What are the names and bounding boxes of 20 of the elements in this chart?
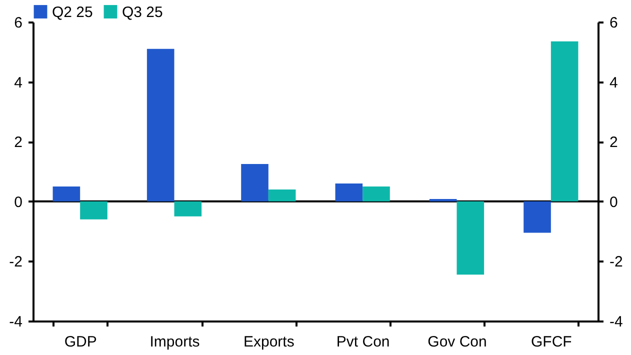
y2-tick-label: -2: [610, 254, 623, 271]
y-tick-label: 2: [14, 134, 22, 152]
x-tick-label: Gov Con: [428, 334, 487, 350]
y-tick-label: -2: [9, 254, 22, 271]
y2-tick-label: -4: [610, 314, 623, 330]
legend-label: Q3 25: [122, 4, 163, 21]
y2-tick-label: 0: [610, 194, 618, 211]
legend-label: Q2 25: [52, 4, 93, 21]
x-tick-label: Imports: [150, 334, 200, 350]
x-tick-label: Pvt Con: [336, 334, 390, 350]
y2-tick-label: 2: [610, 134, 618, 152]
y-tick-label: -4: [9, 314, 22, 330]
y-tick-label: 0: [14, 194, 22, 211]
x-tick-label: GDP: [64, 334, 97, 350]
y2-tick-label: 4: [610, 74, 618, 92]
x-tick-label: Exports: [243, 334, 294, 350]
y-tick-label: 4: [14, 74, 22, 92]
x-tick-label: GFCF: [531, 334, 572, 350]
y-tick-label: 6: [14, 14, 22, 32]
y2-tick-label: 6: [610, 14, 618, 32]
